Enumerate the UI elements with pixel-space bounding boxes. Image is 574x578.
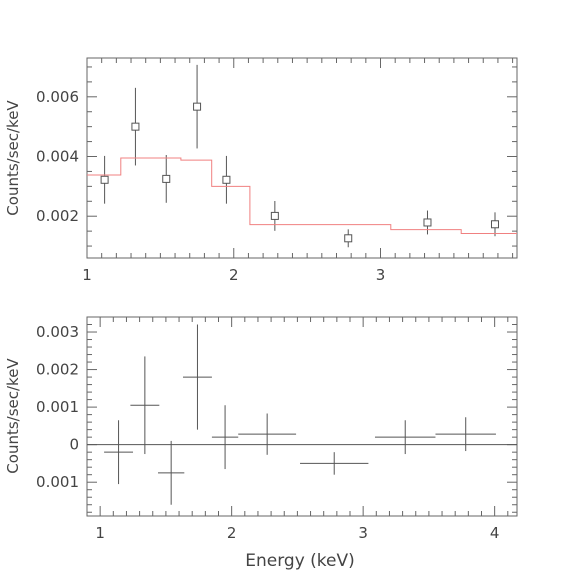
y-tick-label: 0.006	[36, 88, 79, 106]
x-tick-label: 3	[358, 524, 368, 542]
y-tick-label: 0.004	[36, 148, 79, 166]
x-tick-label: 2	[229, 266, 239, 284]
x-tick-label: 3	[376, 266, 386, 284]
data-point-marker	[270, 211, 279, 220]
data-point-marker	[222, 175, 231, 184]
bottom-x-axis-label: Energy (keV)	[245, 551, 355, 571]
y-tick-label: 0.003	[36, 323, 79, 341]
spectrum-panel: Counts/sec/keV 1 2 3 0.002 0.004 0.006	[4, 57, 518, 284]
data-point-marker	[344, 234, 353, 243]
bottom-y-axis-label: Counts/sec/keV	[4, 358, 22, 474]
x-tick-label: 4	[490, 524, 500, 542]
data-point-marker	[100, 175, 109, 184]
plot-frame	[86, 316, 518, 517]
y-tick-label: 0.002	[36, 361, 79, 379]
x-tick-label: 1	[82, 266, 92, 284]
data-point-marker	[490, 220, 499, 229]
residual-panel: Counts/sec/keV Energy (keV) 1 2 3 4 0.003 0.0…	[4, 316, 518, 571]
y-tick-label: 0	[69, 436, 79, 454]
data-point-marker	[423, 218, 432, 227]
data-point-marker	[131, 122, 140, 131]
top-y-axis-label: Counts/sec/keV	[4, 100, 22, 216]
y-tick-label: 0.001	[36, 398, 79, 416]
data-point-marker	[162, 174, 171, 183]
x-tick-label: 1	[95, 524, 105, 542]
plot-frame	[86, 57, 518, 259]
y-tick-label: 0.002	[36, 207, 79, 225]
y-tick-label: 0.001	[36, 473, 79, 491]
model-step-line	[87, 157, 517, 234]
data-point-marker	[193, 102, 202, 111]
x-tick-label: 2	[227, 524, 237, 542]
